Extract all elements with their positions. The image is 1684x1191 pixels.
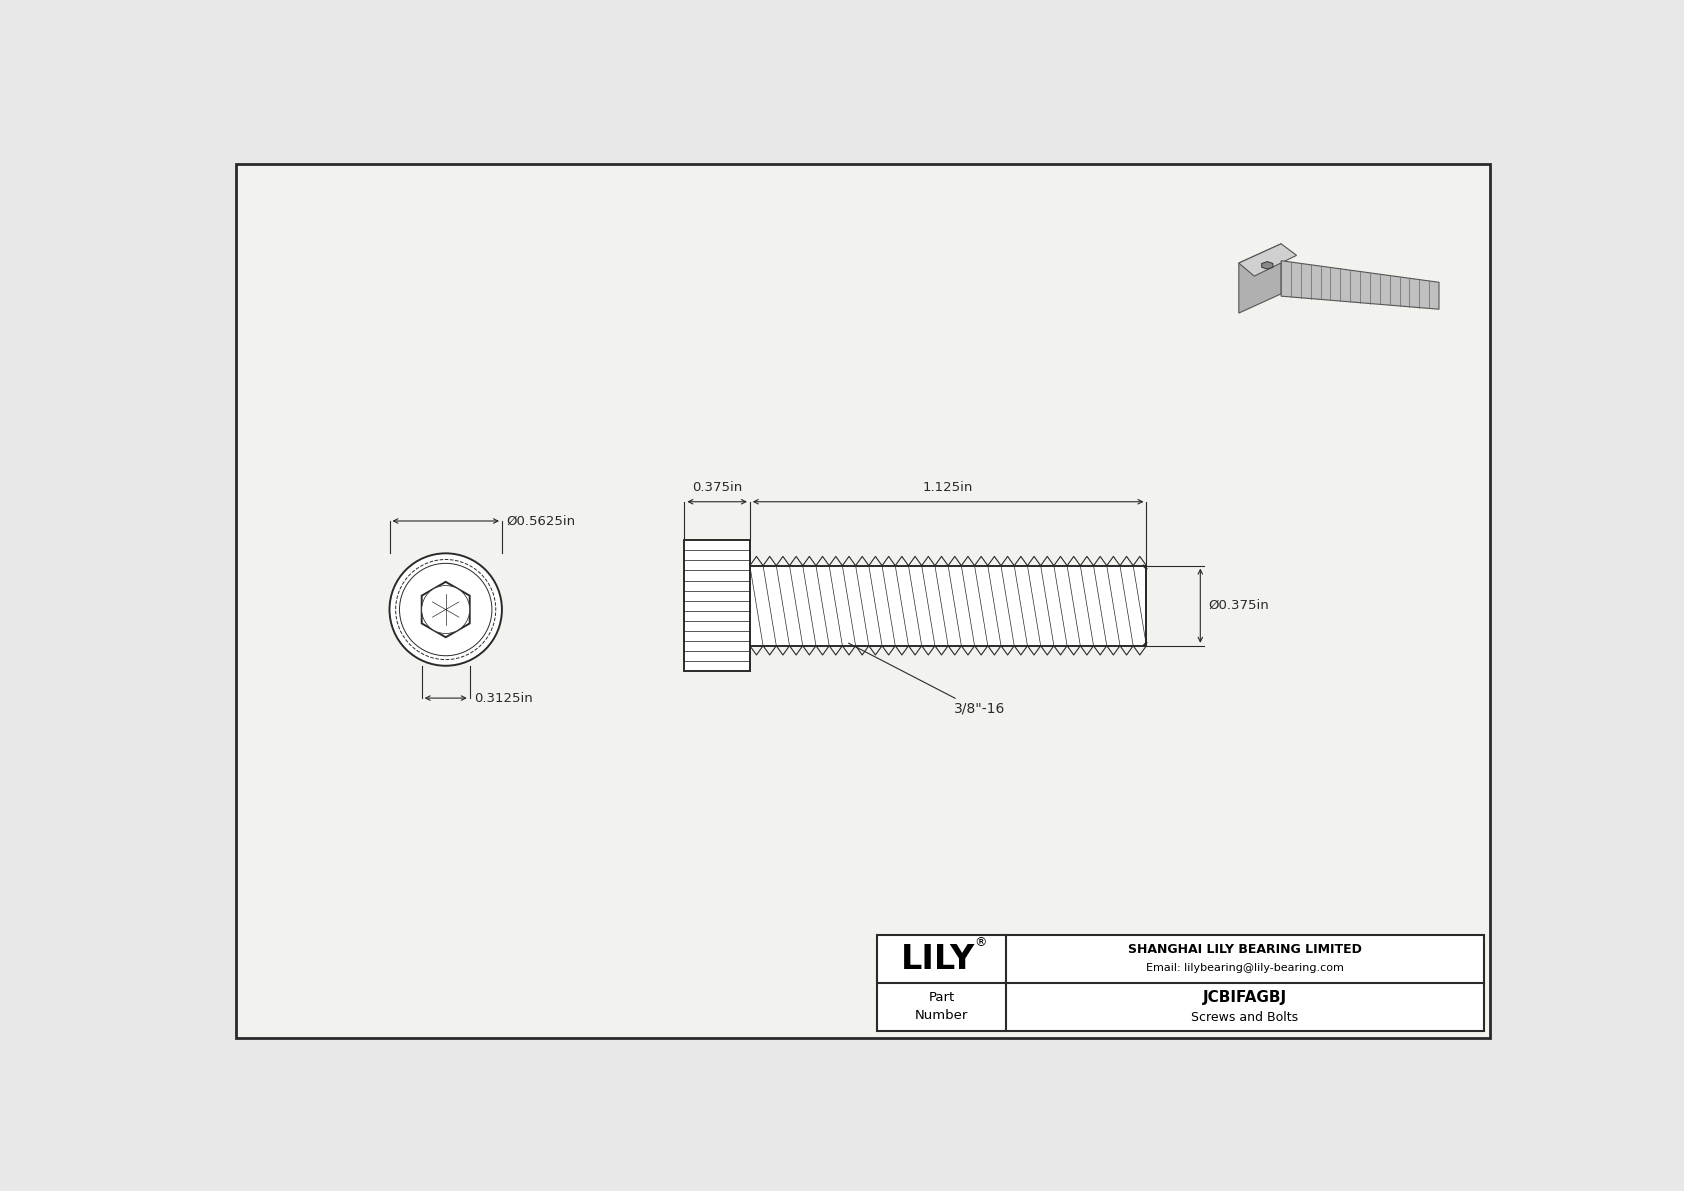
Circle shape: [421, 586, 470, 634]
Text: 0.3125in: 0.3125in: [475, 692, 534, 705]
Polygon shape: [1282, 261, 1440, 310]
Polygon shape: [1239, 244, 1297, 276]
Bar: [749, 566, 1147, 646]
Polygon shape: [1239, 244, 1282, 313]
Text: SHANGHAI LILY BEARING LIMITED: SHANGHAI LILY BEARING LIMITED: [1128, 943, 1362, 956]
Circle shape: [396, 560, 495, 660]
Text: JCBIFAGBJ: JCBIFAGBJ: [1202, 990, 1287, 1005]
Text: 3/8"-16: 3/8"-16: [953, 701, 1005, 715]
Circle shape: [389, 554, 502, 666]
Polygon shape: [421, 582, 470, 637]
Circle shape: [399, 563, 492, 656]
Bar: [684, 541, 749, 672]
Text: ®: ®: [975, 936, 987, 949]
Text: Screws and Bolts: Screws and Bolts: [1191, 1011, 1298, 1024]
Text: Email: lilybearing@lily-bearing.com: Email: lilybearing@lily-bearing.com: [1147, 964, 1344, 973]
Bar: [877, 935, 1484, 1030]
Text: Part
Number: Part Number: [914, 991, 968, 1022]
Text: 1.125in: 1.125in: [923, 481, 973, 494]
Text: Ø0.5625in: Ø0.5625in: [507, 515, 576, 528]
Text: LILY: LILY: [901, 942, 975, 975]
Polygon shape: [1261, 262, 1273, 269]
Text: Ø0.375in: Ø0.375in: [1207, 599, 1268, 612]
Text: 0.375in: 0.375in: [692, 481, 743, 494]
